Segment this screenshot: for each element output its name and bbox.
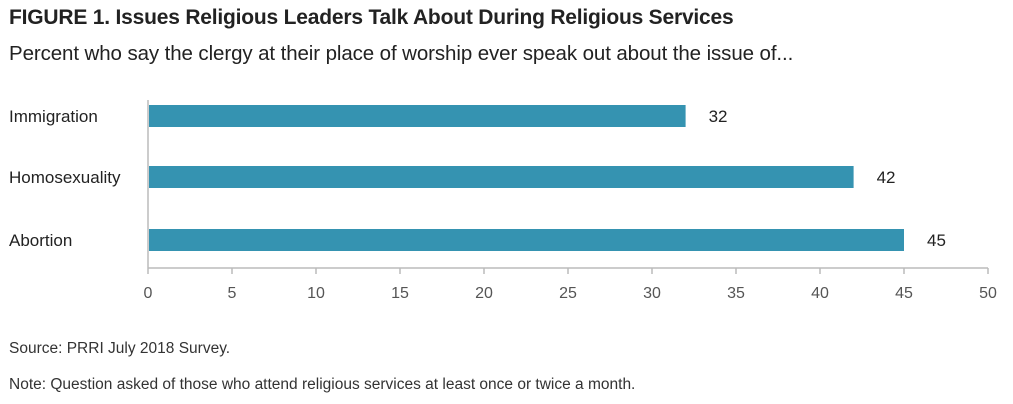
data-label: 42: [877, 168, 896, 187]
x-tick-label: 25: [559, 285, 577, 302]
x-tick-label: 15: [391, 285, 409, 302]
x-tick-label: 20: [475, 285, 493, 302]
bar-chart: Immigration 32 Homosexuality 42 Abortion 45 0…: [9, 100, 997, 302]
chart-title: FIGURE 1. Issues Religious Leaders Talk …: [9, 6, 734, 29]
category-label: Immigration: [9, 107, 98, 126]
category-label: Abortion: [9, 231, 72, 250]
chart-subtitle: Percent who say the clergy at their plac…: [9, 42, 794, 65]
x-tick-label: 45: [895, 285, 913, 302]
category-label: Homosexuality: [9, 168, 121, 187]
bar: [149, 229, 904, 251]
x-tick-label: 30: [643, 285, 661, 302]
x-tick-label: 50: [979, 285, 997, 302]
source-note: Source: PRRI July 2018 Survey.: [9, 340, 231, 357]
footnote: Note: Question asked of those who attend…: [9, 376, 636, 393]
x-axis: 0 5 10 15 20 25 30 35 40 45 50: [144, 100, 997, 302]
bar: [149, 105, 686, 127]
x-tick-label: 0: [144, 285, 153, 302]
bars-layer: Immigration 32 Homosexuality 42 Abortion 45: [9, 105, 946, 251]
data-label: 32: [709, 107, 728, 126]
x-tick-label: 35: [727, 285, 745, 302]
x-tick-label: 5: [228, 285, 237, 302]
x-tick-label: 40: [811, 285, 829, 302]
x-tick-label: 10: [307, 285, 325, 302]
data-label: 45: [927, 231, 946, 250]
bar: [149, 166, 854, 188]
